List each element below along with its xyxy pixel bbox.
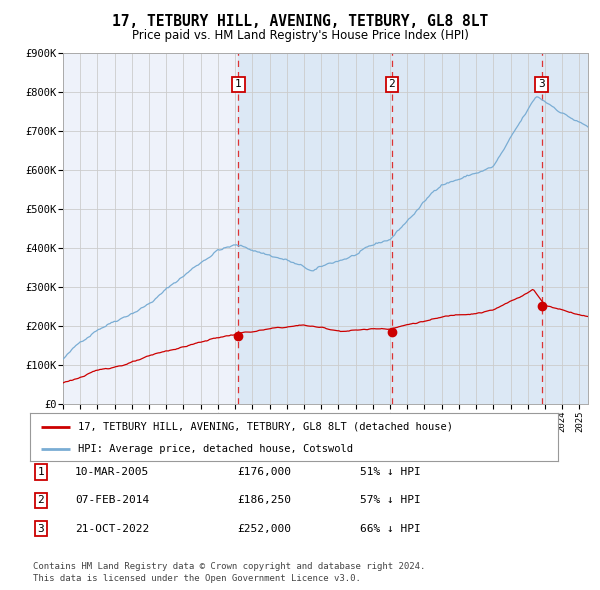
Text: 1: 1 [37,467,44,477]
Text: 57% ↓ HPI: 57% ↓ HPI [360,496,421,505]
Text: 2: 2 [37,496,44,505]
Text: HPI: Average price, detached house, Cotswold: HPI: Average price, detached house, Cots… [77,444,353,454]
Text: 1: 1 [235,79,242,89]
Text: £186,250: £186,250 [237,496,291,505]
Text: 3: 3 [37,524,44,533]
Text: £252,000: £252,000 [237,524,291,533]
Text: £176,000: £176,000 [237,467,291,477]
Text: 10-MAR-2005: 10-MAR-2005 [75,467,149,477]
Text: 17, TETBURY HILL, AVENING, TETBURY, GL8 8LT: 17, TETBURY HILL, AVENING, TETBURY, GL8 … [112,14,488,28]
Text: Price paid vs. HM Land Registry's House Price Index (HPI): Price paid vs. HM Land Registry's House … [131,30,469,42]
Bar [238,53,392,404]
Text: 51% ↓ HPI: 51% ↓ HPI [360,467,421,477]
Text: 21-OCT-2022: 21-OCT-2022 [75,524,149,533]
Text: 66% ↓ HPI: 66% ↓ HPI [360,524,421,533]
Text: 07-FEB-2014: 07-FEB-2014 [75,496,149,505]
Text: 2: 2 [388,79,395,89]
Text: 3: 3 [538,79,545,89]
Bar [542,53,588,404]
Text: Contains HM Land Registry data © Crown copyright and database right 2024.
This d: Contains HM Land Registry data © Crown c… [33,562,425,583]
Text: 17, TETBURY HILL, AVENING, TETBURY, GL8 8LT (detached house): 17, TETBURY HILL, AVENING, TETBURY, GL8 … [77,421,452,431]
Bar [392,53,542,404]
